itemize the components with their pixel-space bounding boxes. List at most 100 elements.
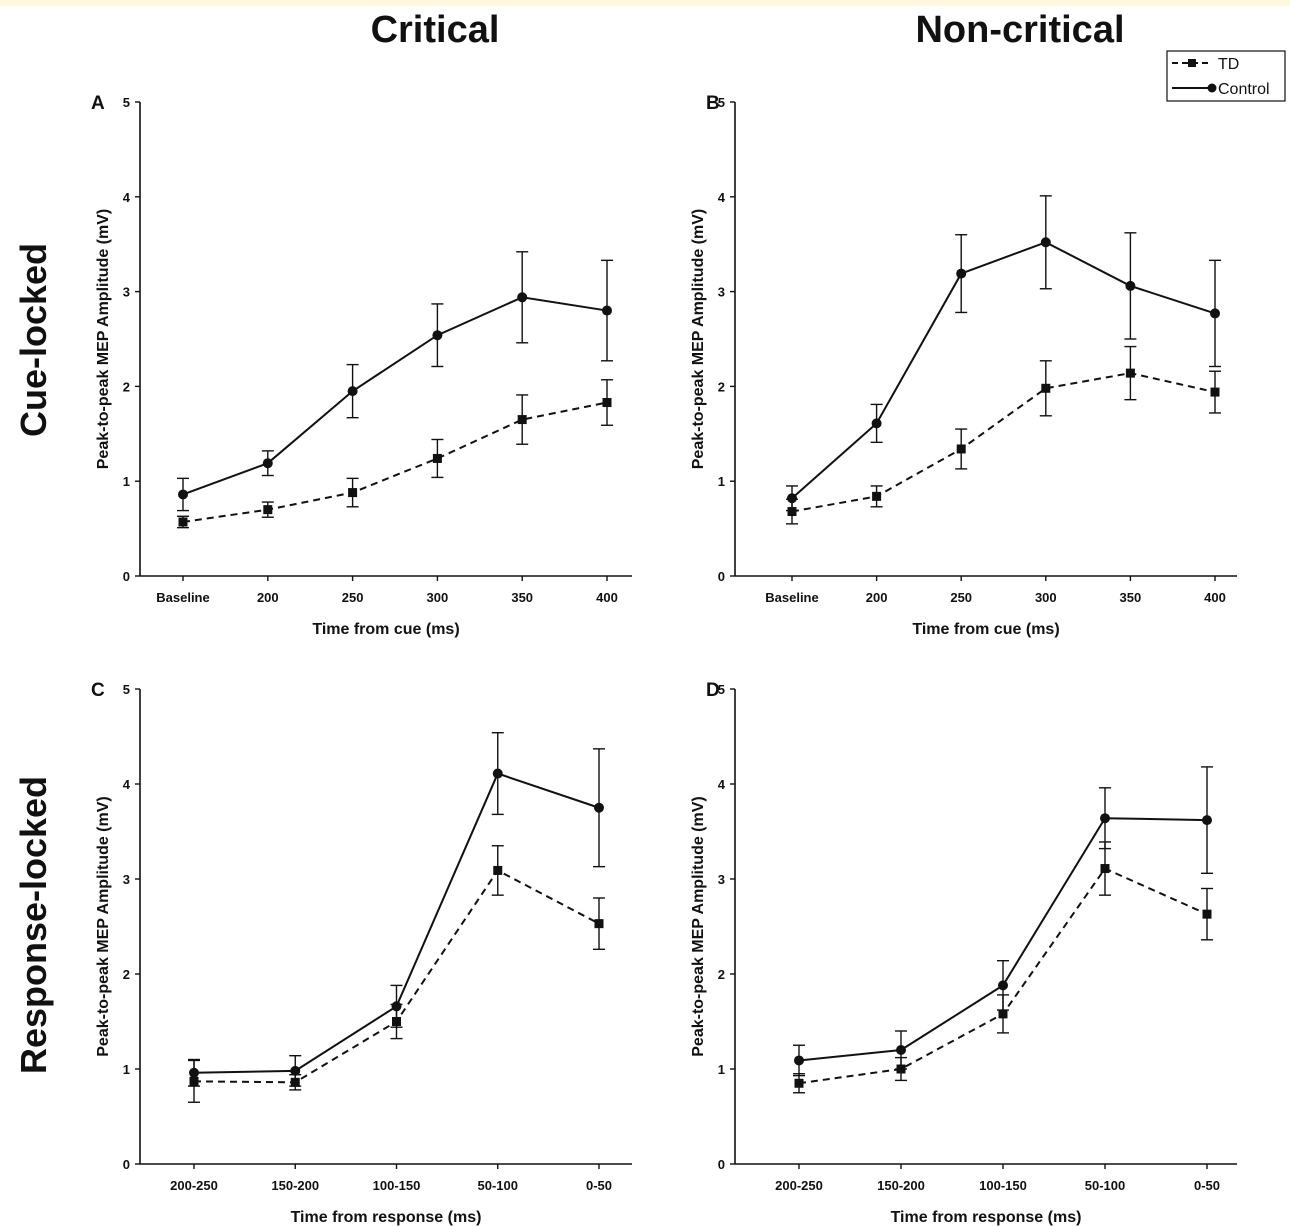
y-tick-label: 1 (123, 474, 130, 489)
series-line-control (182, 296, 608, 496)
data-point-control (787, 493, 797, 504)
series-line-td (193, 869, 600, 1084)
data-point-control (492, 768, 503, 779)
x-tick-label: 150-200 (877, 1178, 925, 1193)
row-title-cue-locked: Cue-locked (13, 243, 54, 437)
x-axis-label: Time from cue (ms) (912, 621, 1059, 638)
data-point-control (189, 1067, 199, 1078)
x-tick-label: Baseline (765, 590, 818, 605)
y-tick-label: 1 (123, 1062, 130, 1077)
panel-letter: D (706, 680, 720, 701)
y-tick-label: 2 (718, 379, 725, 394)
data-point-td (1210, 387, 1220, 397)
x-tick-label: 0-50 (1194, 1178, 1220, 1193)
data-point-td (493, 865, 503, 875)
x-tick-label: 400 (1204, 590, 1226, 605)
data-point-td (178, 517, 188, 527)
x-tick-label: 250 (342, 590, 364, 605)
data-point-control (794, 1055, 804, 1066)
y-tick-label: 3 (123, 285, 130, 300)
x-tick-label: 200-250 (775, 1178, 823, 1193)
data-point-control (1125, 280, 1136, 291)
x-tick-label: 150-200 (271, 1178, 319, 1193)
data-point-control (1202, 815, 1212, 826)
panel-letter: A (91, 93, 105, 114)
y-tick-label: 5 (718, 95, 725, 110)
x-tick-label: 0-50 (586, 1178, 612, 1193)
x-tick-label: 50-100 (478, 1178, 518, 1193)
data-point-td (1202, 909, 1212, 919)
y-tick-label: 3 (718, 872, 725, 887)
y-tick-label: 2 (123, 379, 130, 394)
data-point-td (1041, 383, 1051, 393)
top-band (0, 0, 1290, 6)
x-tick-label: Baseline (156, 590, 209, 605)
x-tick-label: 350 (511, 590, 533, 605)
series-td (177, 379, 613, 529)
x-tick-label: 200 (257, 590, 279, 605)
chart-panel-a: A 0 1 2 3 4 5 Baseline 200 250 300 350 400 Time from … (91, 93, 632, 638)
x-axis-label: Time from response (ms) (291, 1209, 482, 1226)
x-tick-label: 200 (866, 590, 888, 605)
series-line-td (182, 401, 608, 523)
data-point-td (1100, 864, 1110, 874)
data-point-control (998, 980, 1008, 991)
data-point-control (1210, 308, 1220, 319)
y-tick-label: 0 (718, 1157, 725, 1172)
y-tick-label: 5 (123, 95, 130, 110)
data-point-control (1100, 813, 1110, 824)
data-point-control (290, 1065, 301, 1076)
x-tick-label: 100-150 (373, 1178, 421, 1193)
data-point-td (956, 444, 966, 454)
data-point-td (602, 398, 612, 408)
y-tick-label: 5 (123, 682, 130, 697)
y-axis-label: Peak-to-peak MEP Amplitude (mV) (690, 796, 707, 1057)
x-tick-label: 50-100 (1085, 1178, 1125, 1193)
y-axis-label: Peak-to-peak MEP Amplitude (mV) (95, 209, 112, 470)
x-axis-label: Time from cue (ms) (312, 621, 459, 638)
data-point-control (517, 292, 528, 303)
y-axis-label: Peak-to-peak MEP Amplitude (mV) (95, 796, 112, 1057)
data-point-control (594, 802, 604, 813)
x-tick-label: 350 (1120, 590, 1142, 605)
data-point-control (347, 386, 358, 397)
x-tick-label: 300 (1035, 590, 1057, 605)
data-point-td (432, 453, 442, 463)
y-tick-label: 0 (123, 569, 130, 584)
data-point-td (594, 919, 604, 929)
data-point-td (998, 1009, 1008, 1019)
panel-letter: C (91, 680, 105, 701)
series-control (188, 732, 605, 1087)
series-line-control (791, 241, 1216, 500)
x-tick-label: 300 (427, 590, 449, 605)
y-tick-label: 2 (718, 967, 725, 982)
legend-control-label: Control (1218, 81, 1270, 98)
series-control (786, 195, 1221, 512)
x-tick-label: 250 (950, 590, 972, 605)
y-tick-label: 4 (123, 777, 131, 792)
legend: TD Control (1166, 50, 1286, 102)
x-tick-label: 100-150 (979, 1178, 1027, 1193)
y-tick-label: 0 (718, 569, 725, 584)
panel-letter: B (706, 93, 720, 114)
y-tick-label: 4 (718, 190, 726, 205)
y-tick-label: 3 (123, 872, 130, 887)
y-tick-label: 4 (123, 190, 131, 205)
chart-panel-b: B 0 1 2 3 4 5 Baseline 200 250 300 350 400 Time from … (690, 93, 1237, 638)
y-axis-label: Peak-to-peak MEP Amplitude (mV) (690, 209, 707, 470)
y-tick-label: 5 (718, 682, 725, 697)
legend-td-marker (1188, 59, 1196, 67)
chart-panel-c: C 0 1 2 3 4 5 200-250 150-200 100-150 50-100 0-50 Ti… (91, 680, 632, 1226)
series-control (177, 251, 613, 512)
y-tick-label: 0 (123, 1157, 130, 1172)
series-control (793, 766, 1213, 1077)
data-point-control (602, 305, 612, 316)
data-point-control (432, 330, 443, 341)
legend-control-marker (1207, 83, 1217, 93)
column-title-critical: Critical (371, 9, 500, 51)
data-point-td (794, 1078, 804, 1088)
x-tick-label: 200-250 (170, 1178, 218, 1193)
data-point-control (956, 268, 967, 279)
